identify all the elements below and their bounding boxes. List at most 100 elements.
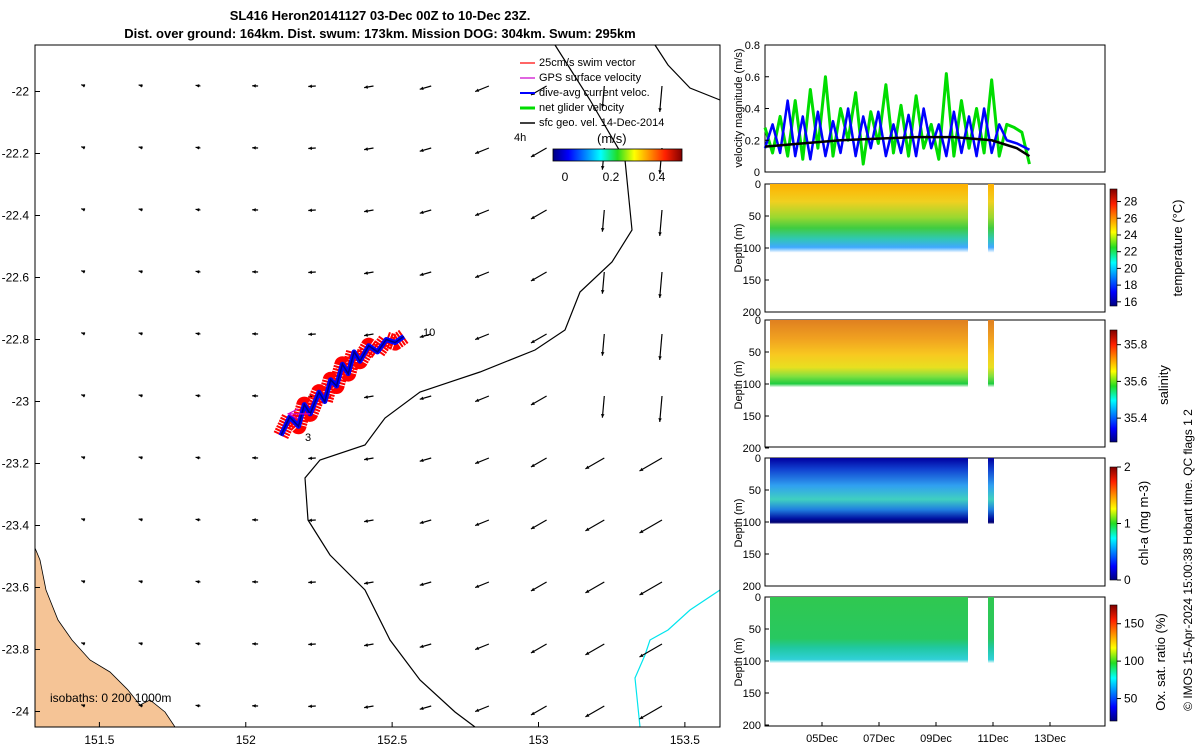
velocity-ytick-label: 0.4 bbox=[745, 104, 760, 116]
salinity-colorbar-label: salinity bbox=[1156, 365, 1171, 405]
current-vector-head bbox=[195, 146, 200, 150]
current-vector-head bbox=[419, 706, 424, 710]
current-vector-head bbox=[419, 210, 424, 214]
current-vector bbox=[659, 85, 663, 112]
current-vector-head bbox=[364, 519, 368, 523]
current-vector-head bbox=[364, 395, 368, 399]
current-vector-head bbox=[138, 270, 143, 274]
colorbar-tick-label: 28 bbox=[1124, 195, 1138, 209]
current-vector-head bbox=[530, 463, 535, 468]
colorbar-tick-label: 150 bbox=[1124, 617, 1144, 631]
current-vector-head bbox=[600, 413, 605, 418]
velocity-panel: 0 0.2 0.4 0.6 0.8 velocity magnitude (m/s) bbox=[733, 40, 1106, 179]
depth-tick-label: 50 bbox=[749, 211, 761, 223]
current-vector-head bbox=[585, 713, 590, 717]
current-vector-head bbox=[81, 394, 86, 398]
current-vector-head bbox=[419, 520, 424, 524]
isobath-1000m bbox=[634, 589, 721, 728]
current-vector bbox=[639, 643, 663, 658]
current-vector-head bbox=[600, 165, 605, 170]
map-ytick-label: -23.8 bbox=[2, 643, 30, 657]
map-xtick-label: 152 bbox=[236, 733, 256, 747]
section-panels: temperature (°C) Depth (m) 050100150200 … bbox=[733, 179, 1185, 745]
current-vector-head bbox=[252, 518, 256, 522]
depth-tick-label: 0 bbox=[755, 179, 761, 191]
chla-colorbar-label: chl-a (mg m-3) bbox=[1136, 481, 1151, 566]
chla-ylabel: Depth (m) bbox=[733, 499, 745, 548]
salinity-colorbar bbox=[1109, 329, 1118, 443]
depth-tick-label: 0 bbox=[755, 453, 761, 465]
current-vector-head bbox=[600, 351, 605, 356]
current-vector-head bbox=[475, 584, 480, 588]
current-vector-head bbox=[585, 589, 590, 593]
current-vector-head bbox=[530, 649, 535, 654]
colorbar-tick-label: 24 bbox=[1124, 228, 1138, 242]
depth-tick-label: 100 bbox=[743, 517, 761, 529]
current-vector-head bbox=[81, 146, 86, 150]
current-vector-head bbox=[252, 84, 256, 88]
figure-title-line2: Dist. over ground: 164km. Dist. swum: 17… bbox=[124, 26, 636, 41]
depth-tick-label: 150 bbox=[743, 549, 761, 561]
colorbar-tick-0: 0 bbox=[562, 170, 569, 184]
temperature-section-late bbox=[988, 184, 994, 272]
depth-tick-label: 150 bbox=[743, 275, 761, 287]
velocity-axes: 0 0.2 0.4 0.6 0.8 bbox=[745, 40, 769, 179]
current-vector-head bbox=[364, 333, 368, 337]
velocity-frame bbox=[764, 44, 1106, 173]
velocity-ytick-label: 0 bbox=[754, 167, 760, 179]
current-vector-head bbox=[81, 518, 86, 522]
isobath-200m-upper bbox=[654, 44, 721, 101]
speed-colorbar bbox=[552, 148, 683, 162]
chla-section-late bbox=[988, 458, 994, 550]
current-vector-head bbox=[530, 215, 535, 220]
map-ytick-label: -23.4 bbox=[2, 519, 30, 533]
colorbar-units: (m/s) bbox=[597, 131, 627, 146]
current-vector-head bbox=[138, 642, 143, 646]
temperature-ylabel: Depth (m) bbox=[733, 224, 745, 273]
map-ytick-label: -24 bbox=[12, 705, 30, 719]
oxygen-depth-ticks: 0 50 100 150 200 bbox=[743, 592, 769, 732]
current-vector bbox=[585, 457, 605, 470]
current-vector-head bbox=[658, 294, 662, 298]
temperature-colorbar-ticks: 16 18 20 22 24 26 28 bbox=[1117, 195, 1138, 309]
oxygen-colorbar bbox=[1109, 604, 1118, 722]
current-vector bbox=[659, 333, 663, 360]
temperature-panel: temperature (°C) Depth (m) 050100150200 … bbox=[733, 179, 1185, 319]
current-vector-head bbox=[81, 332, 86, 336]
current-vector bbox=[601, 395, 605, 418]
gps-velocity-head bbox=[286, 408, 299, 420]
depth-tick-label: 200 bbox=[743, 720, 761, 732]
depth-tick-label: 50 bbox=[749, 485, 761, 497]
current-vector-head bbox=[639, 529, 644, 533]
depth-tick-label: 200 bbox=[743, 443, 761, 455]
current-vector bbox=[659, 271, 663, 298]
current-vector-head bbox=[639, 467, 644, 471]
velocity-ylabel: velocity magnitude (m/s) bbox=[733, 48, 745, 167]
current-vector-head bbox=[530, 401, 535, 406]
current-vector-head bbox=[252, 642, 256, 646]
current-vector-head bbox=[81, 580, 86, 584]
salinity-section-late bbox=[988, 320, 994, 411]
current-vector bbox=[585, 705, 605, 718]
map-panel: 10 3 151.5 152 152.5 153 153.5 -22 -22.2 -22.4 -… bbox=[2, 44, 721, 747]
map-ytick-label: -23.2 bbox=[2, 457, 30, 471]
colorbar-tick-label: 100 bbox=[1124, 654, 1144, 668]
current-vector-head bbox=[252, 332, 256, 336]
current-vector bbox=[601, 271, 605, 294]
current-vector-head bbox=[138, 456, 143, 460]
current-vector-head bbox=[195, 642, 200, 646]
current-vector-head bbox=[364, 705, 368, 709]
current-vector bbox=[639, 705, 663, 720]
map-ytick-label: -23.6 bbox=[2, 581, 30, 595]
current-vector bbox=[585, 581, 605, 594]
salinity-panel: salinity Depth (m) 0 50 100 150 200 35.4 35.6… bbox=[733, 315, 1171, 455]
depth-tick-label: 0 bbox=[755, 315, 761, 327]
current-vector bbox=[585, 519, 605, 532]
current-vector-head bbox=[195, 270, 200, 274]
current-vector-head bbox=[364, 581, 368, 585]
colorbar-tick-label: 2 bbox=[1124, 460, 1131, 474]
current-vector-head bbox=[308, 332, 313, 337]
depth-tick-label: 100 bbox=[743, 243, 761, 255]
oxygen-ylabel: Depth (m) bbox=[733, 638, 745, 687]
